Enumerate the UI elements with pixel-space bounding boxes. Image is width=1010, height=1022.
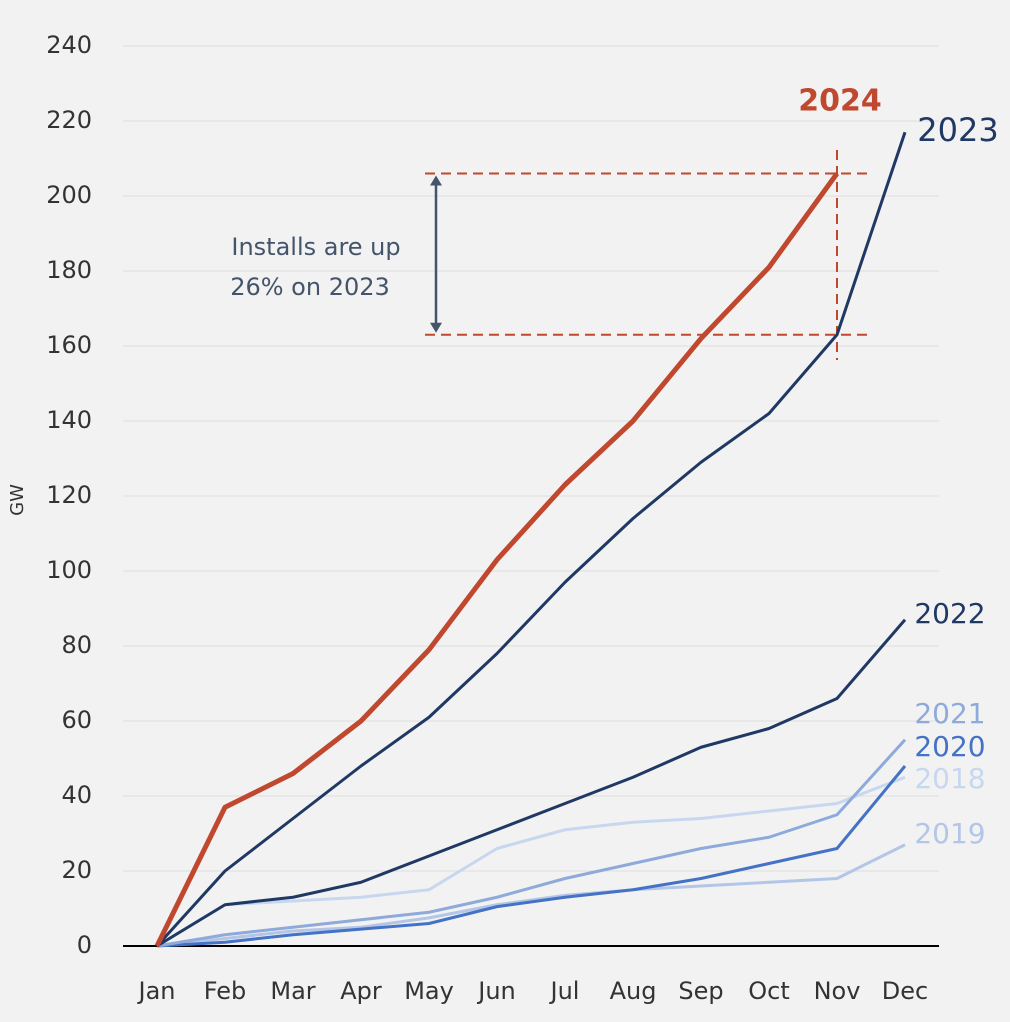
y-tick-label: 120 [46,481,92,509]
x-tick-label: Dec [882,977,928,1005]
series-label: 2024 [798,84,882,119]
y-tick-label: 40 [61,781,92,809]
arrow-head [430,322,442,333]
y-tick-label: 180 [46,256,92,284]
y-tick-label: 100 [46,556,92,584]
y-tick-label: 200 [46,181,92,209]
y-tick-label: 240 [46,31,92,59]
x-tick-label: Nov [814,977,861,1005]
x-tick-label: Oct [748,977,790,1005]
series-line [154,172,840,948]
series-label: 2019 [914,817,985,850]
y-axis-label: GW [7,484,28,516]
y-tick-label: 160 [46,331,92,359]
series-label: 2018 [914,762,985,795]
x-tick-label: Jan [137,977,176,1005]
x-tick-label: Jul [549,977,580,1005]
series-line [156,843,906,948]
x-tick-label: Feb [204,977,247,1005]
y-tick-label: 60 [61,706,92,734]
x-tick-label: Apr [340,977,382,1005]
series-label: 2021 [914,697,985,730]
series-label: 2022 [914,597,985,630]
y-tick-label: 20 [61,856,92,884]
arrow-head [430,175,442,186]
y-tick-label: 140 [46,406,92,434]
x-tick-label: May [404,977,454,1005]
series-line [156,738,907,948]
y-tick-label: 80 [61,631,92,659]
x-tick-label: Jun [476,977,516,1005]
y-tick-label: 0 [77,931,92,959]
annotation: 26% on 2023 [230,273,390,301]
x-tick-label: Aug [610,977,657,1005]
annotation: Installs are up [231,233,400,261]
series-line [155,131,907,948]
x-tick-label: Sep [678,977,723,1005]
series-label: 2020 [914,730,985,763]
series-label: 2023 [917,111,998,149]
series-line [156,618,907,948]
x-tick-label: Mar [270,977,315,1005]
series-line [156,775,906,948]
y-tick-label: 220 [46,106,92,134]
series-line [156,765,907,948]
